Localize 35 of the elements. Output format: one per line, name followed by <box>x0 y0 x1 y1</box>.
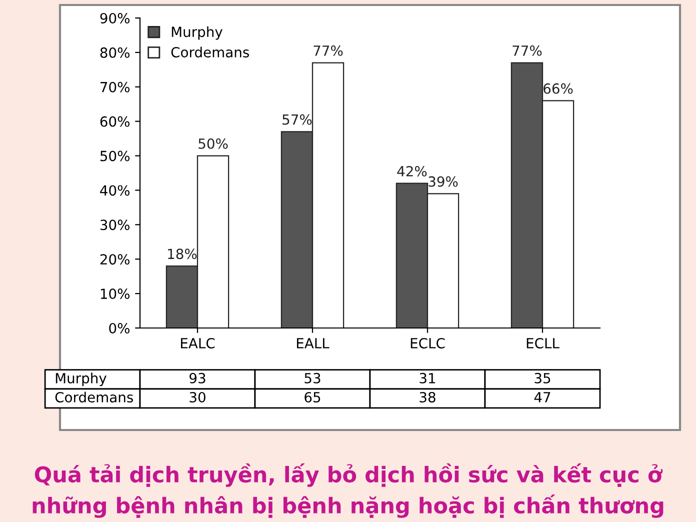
data-label: 66% <box>544 83 573 94</box>
text: 30 <box>190 392 206 402</box>
data-label: 57% <box>282 114 312 125</box>
x-tick-label: ECLC <box>410 338 445 348</box>
data-label: 39% <box>428 176 458 187</box>
y-tick-label: 20% <box>100 254 130 265</box>
text: 93 <box>190 372 206 384</box>
text: Quá tải dịch truyền, lấy bỏ dịch hồi sức và kết cục ở những bệnh nhân bị bệnh nặng hoặc bị chấn thương <box>32 463 664 518</box>
data-label: 77% <box>314 45 343 56</box>
data-label: 18% <box>168 248 197 260</box>
y-tick-label: 70% <box>100 82 130 92</box>
data-label: 42% <box>397 166 427 176</box>
text: 47 <box>534 392 550 402</box>
y-tick-label: 90% <box>100 12 130 24</box>
data-label: 77% <box>512 45 542 56</box>
text: 35 <box>534 372 550 384</box>
y-tick-label: 30% <box>100 220 130 230</box>
x-tick-label: EALL <box>296 338 330 348</box>
text: 53 <box>304 372 320 384</box>
y-tick-label: 60% <box>100 116 130 127</box>
data-label: 50% <box>198 138 228 149</box>
text: Murphy <box>56 372 106 386</box>
y-tick-label: 0% <box>109 322 130 334</box>
text: 38 <box>420 392 436 402</box>
text: 65 <box>304 392 320 402</box>
legend-label: Murphy <box>172 26 222 40</box>
y-tick-label: 40% <box>100 185 130 196</box>
legend-label: Cordemans <box>171 46 249 58</box>
y-tick-label: 10% <box>100 288 130 300</box>
text: 31 <box>420 372 436 384</box>
x-tick-label: EALC <box>181 338 215 348</box>
y-tick-label: 50% <box>100 150 130 162</box>
x-tick-label: ECLL <box>526 338 560 348</box>
text: Cordemans <box>55 392 133 402</box>
y-tick-label: 80% <box>100 47 130 58</box>
